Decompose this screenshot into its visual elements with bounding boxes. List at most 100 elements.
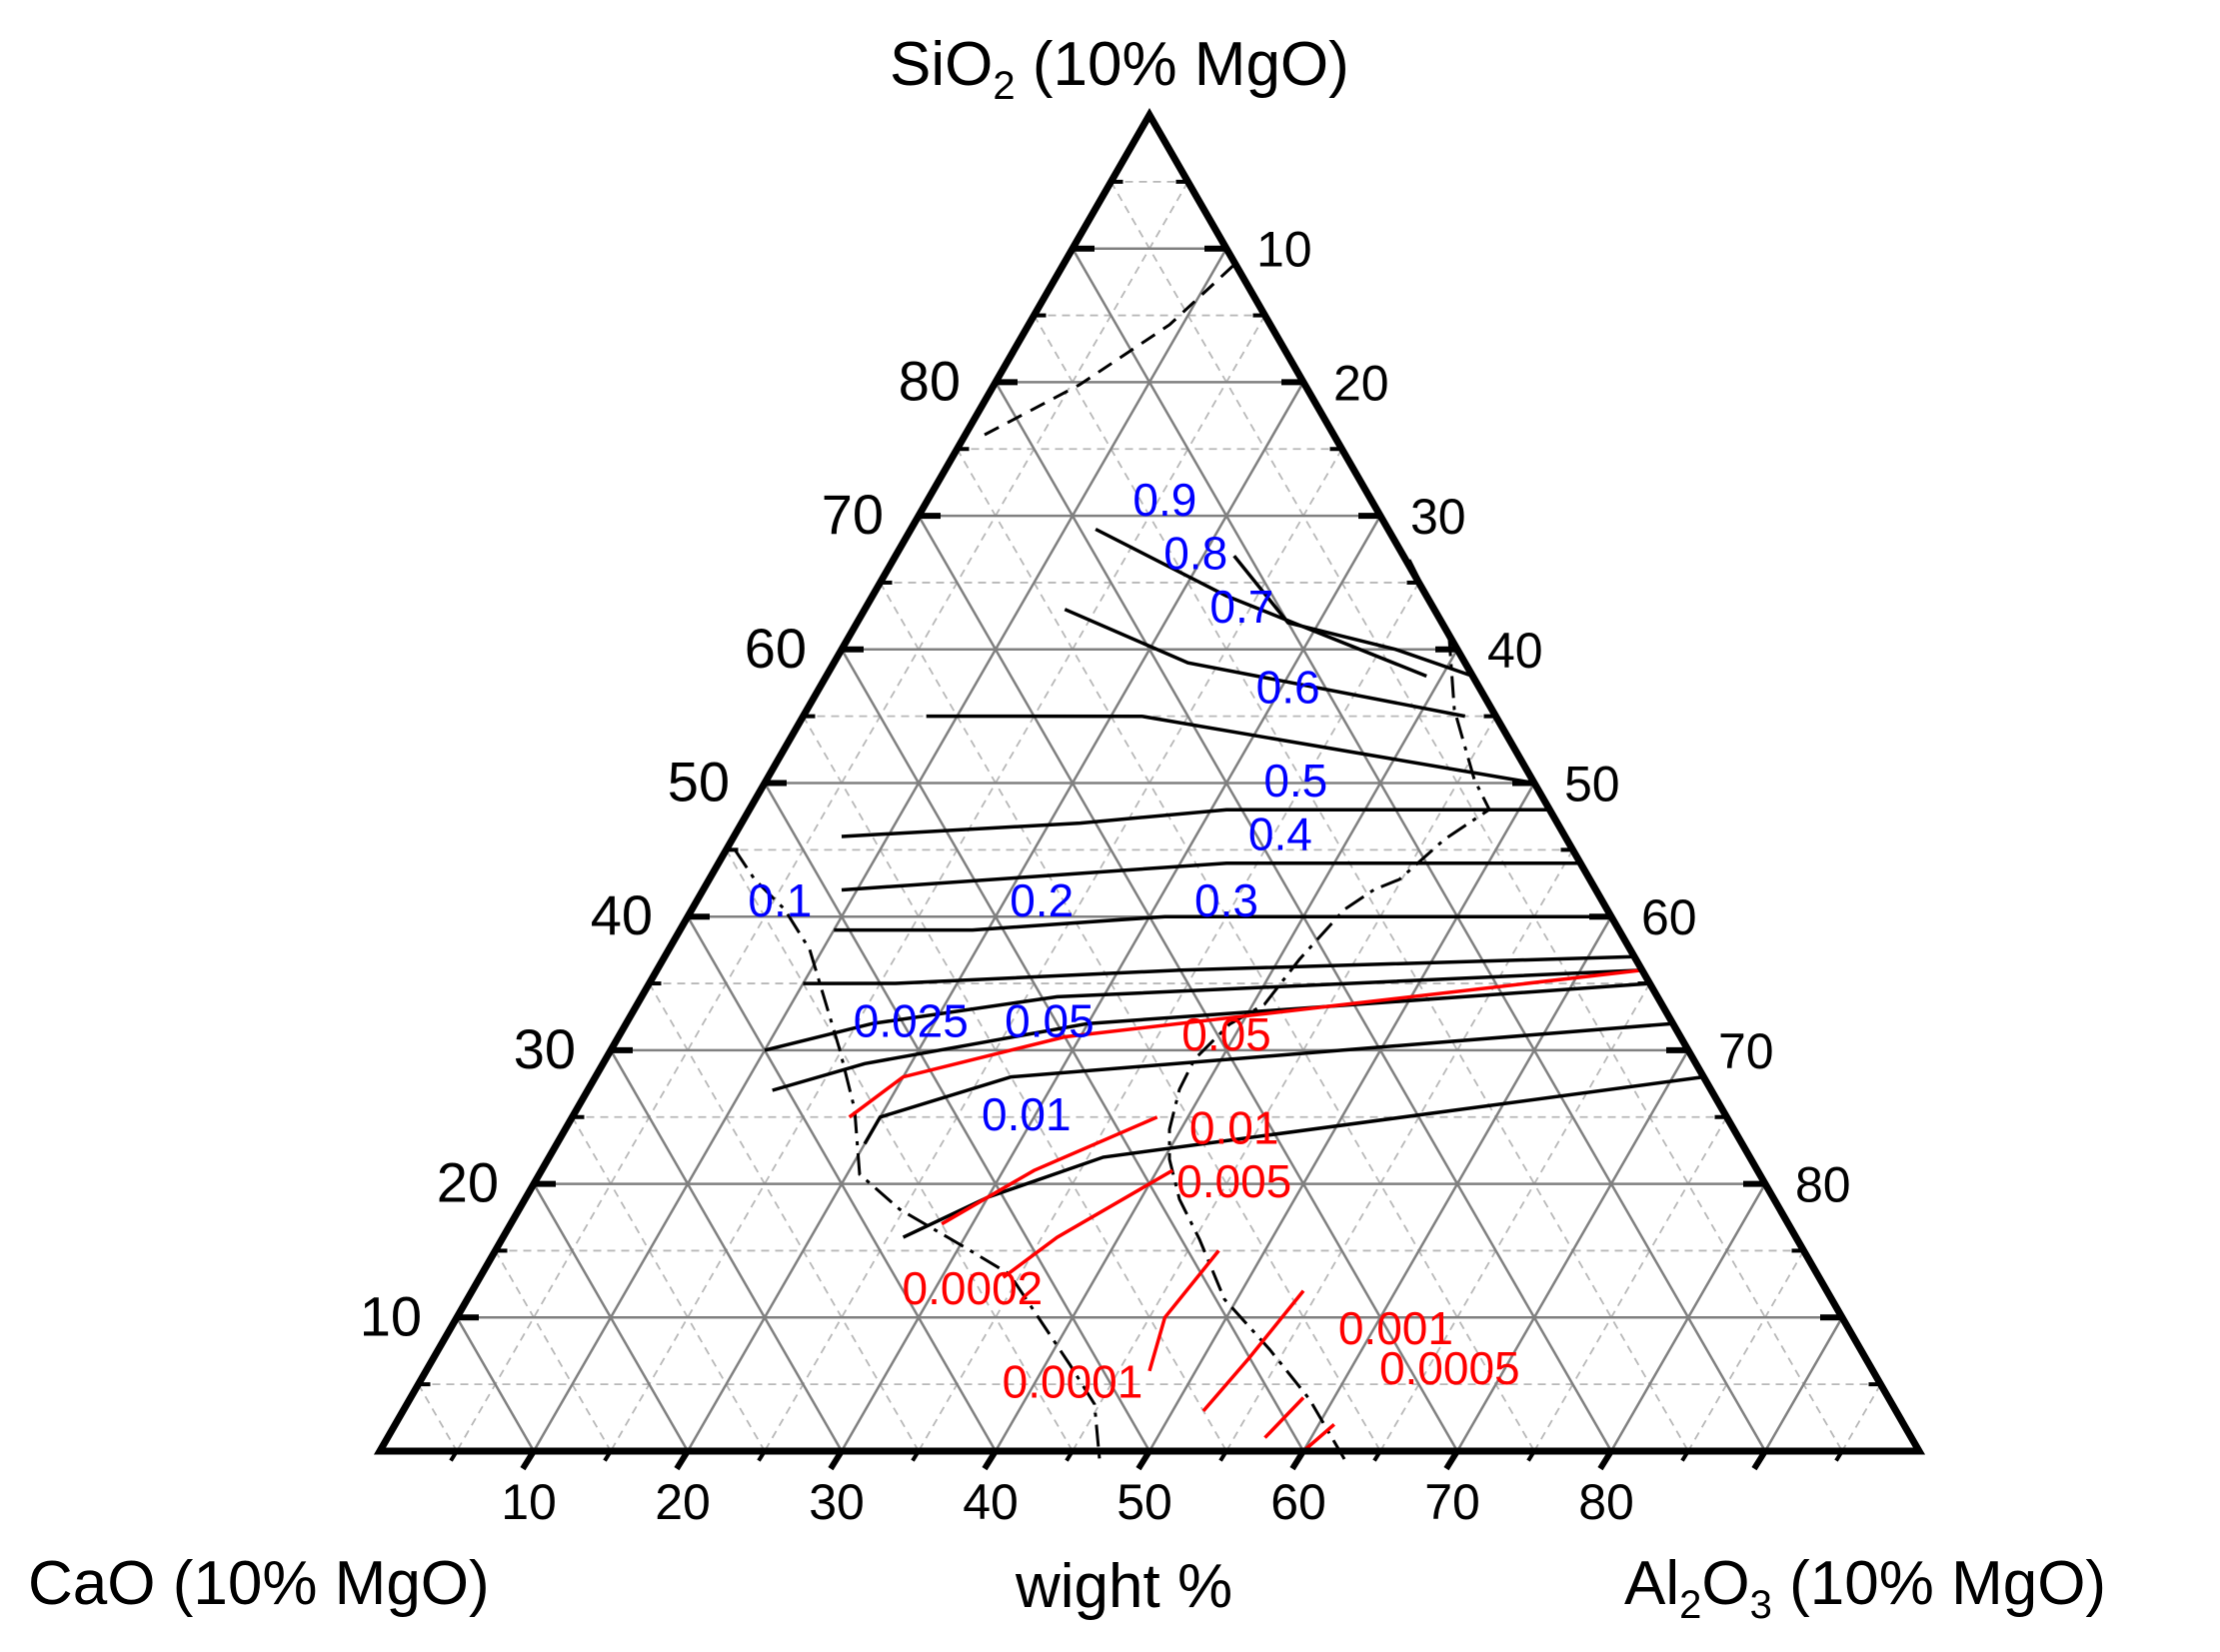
bottom-tick [1443, 1449, 1460, 1471]
red-value-label: 0.0002 [903, 1262, 1044, 1314]
black-iso-line-0_5 [841, 808, 1550, 838]
blue-value-label: 0.9 [1132, 474, 1196, 526]
red-iso-line-0_001 [1147, 1249, 1220, 1372]
right-axis-title: Al2O3 (10% MgO) [1624, 1549, 2106, 1627]
red-iso-line-0_0005 [1201, 1289, 1305, 1413]
grid-minor-left-45 [802, 716, 1227, 1452]
black-iso-line-0_7 [1064, 608, 1466, 719]
grid-minor-right-65 [1379, 982, 1651, 1452]
left-tick-label: 70 [822, 483, 884, 546]
red-value-label: 0.001 [1338, 1302, 1453, 1354]
black-iso-line-0_8 [1095, 527, 1427, 679]
grid-minor-left-25 [956, 448, 1535, 1452]
black-iso-line-0_01 [902, 1074, 1704, 1239]
left-tick-label: 60 [745, 617, 807, 680]
grid-minor-right-95 [1841, 1383, 1882, 1452]
red-iso-line-0_01 [941, 1115, 1158, 1226]
black-iso-lines [764, 527, 1704, 1239]
right-tick-label: 30 [1410, 489, 1466, 545]
grid-minor-left-95 [417, 1383, 458, 1452]
grid-major-right-80 [1609, 1182, 1767, 1452]
grid-minor-left-55 [725, 848, 1074, 1452]
axis-ticks: 10 20 30 40 50 60 70 80 10 20 30 40 50 60 70 80 10 20 30 40… [360, 179, 1881, 1530]
phase-boundaries [733, 258, 1491, 1460]
grid-minor-right-75 [1533, 1116, 1728, 1452]
right-tick-label: 50 [1564, 757, 1620, 813]
left-tick-label: 40 [591, 883, 653, 946]
bottom-tick [757, 1449, 767, 1462]
red-iso-line-0_005 [1002, 1168, 1173, 1279]
grid-major-right-30 [840, 515, 1382, 1452]
bottom-tick-label: 10 [501, 1474, 557, 1530]
left-axis-title: CaO (10% MgO) [28, 1549, 490, 1618]
grid-major-right-50 [1147, 782, 1536, 1452]
grid-minor-right-85 [1687, 1250, 1805, 1452]
bottom-tick [1065, 1449, 1075, 1462]
bottom-tick [674, 1449, 691, 1471]
left-tick-label: 50 [668, 751, 730, 814]
grid-major-left-60 [686, 915, 998, 1452]
right-tick-label: 10 [1256, 222, 1312, 278]
red-value-label: 0.005 [1176, 1155, 1291, 1207]
right-tick-label: 80 [1795, 1157, 1851, 1213]
red-value-label: 0.01 [1189, 1101, 1279, 1153]
boundary-dashed-top [984, 258, 1241, 437]
grid-major-left-50 [763, 782, 1151, 1452]
black-iso-line-0_3 [834, 914, 1611, 932]
blue-value-label: 0.05 [1005, 995, 1095, 1047]
grid-major-left-10 [1071, 248, 1767, 1452]
bottom-tick [1135, 1449, 1152, 1471]
bottom-tick-label: 80 [1578, 1474, 1634, 1530]
right-tick-label: 40 [1487, 623, 1543, 679]
blue-value-labels: 0.90.80.7 0.6 0.50.4 0.3 0.2 0.1 0.025 0.05 0.01 [748, 474, 1327, 1140]
black-iso-line-0_9 [1232, 555, 1473, 679]
red-iso-line-0_0001 [1301, 1422, 1335, 1453]
major-grid [455, 247, 1844, 1452]
red-value-label: 0.05 [1181, 1008, 1271, 1060]
left-tick-label: 20 [437, 1151, 499, 1214]
red-value-label: 0.0001 [1003, 1356, 1143, 1408]
grid-minor-right-25 [764, 448, 1343, 1452]
bottom-tick [1834, 1449, 1844, 1462]
bottom-tick-label: 60 [1270, 1474, 1326, 1530]
blue-value-label: 0.025 [854, 995, 969, 1047]
blue-value-label: 0.6 [1256, 661, 1320, 713]
grid-major-left-30 [917, 515, 1459, 1452]
black-iso-line-0_1 [764, 967, 1642, 1052]
right-tick-label: 60 [1641, 889, 1697, 945]
bottom-tick [449, 1449, 459, 1462]
bottom-tick [520, 1449, 537, 1471]
top-axis-title: SiO2 (10% MgO) [890, 30, 1349, 108]
grid-minor-right-45 [1072, 716, 1497, 1452]
black-iso-line-0_6 [926, 714, 1535, 786]
bottom-tick [1372, 1449, 1382, 1462]
grid-major-right-10 [532, 248, 1228, 1452]
bottom-tick-label: 50 [1116, 1474, 1172, 1530]
bottom-tick [1289, 1449, 1306, 1471]
blue-value-label: 0.8 [1163, 528, 1227, 580]
bottom-tick [603, 1449, 613, 1462]
bottom-tick [828, 1449, 845, 1471]
grid-minor-left-85 [494, 1250, 612, 1452]
black-iso-line-0_05 [772, 981, 1650, 1092]
bottom-tick [1680, 1449, 1690, 1462]
grid-major-right-60 [1301, 915, 1613, 1452]
red-iso-line-0_05 [848, 967, 1643, 1119]
red-iso-line-0_0002 [1263, 1396, 1305, 1439]
grid-minor-right-15 [610, 315, 1266, 1452]
blue-value-label: 0.1 [748, 874, 812, 926]
grid-minor-left-75 [571, 1116, 766, 1452]
blue-value-label: 0.01 [982, 1088, 1072, 1140]
bottom-tick-label: 40 [963, 1474, 1019, 1530]
bottom-tick [982, 1449, 999, 1471]
black-iso-line-0_025 [863, 1021, 1673, 1145]
left-tick-label: 30 [514, 1017, 576, 1080]
blue-value-label: 0.4 [1248, 808, 1312, 859]
bottom-tick [1218, 1449, 1228, 1462]
grid-minor-right-55 [1225, 848, 1574, 1452]
blue-value-label: 0.2 [1010, 874, 1074, 926]
bottom-tick [1751, 1449, 1768, 1471]
bottom-tick [1597, 1449, 1614, 1471]
